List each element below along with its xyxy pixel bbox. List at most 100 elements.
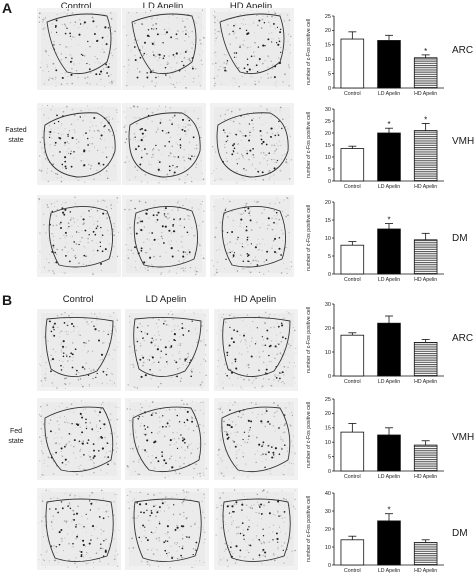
micrograph-dm-fasted-ld-apelin — [122, 195, 206, 277]
y-tick-label: 0 — [328, 179, 331, 185]
bar-hd-apelin — [413, 57, 438, 89]
micrograph-arc-fed-ld-apelin — [125, 309, 209, 391]
micrograph-dm-fed-control — [37, 488, 121, 570]
column-header-hd-apelin-a: HD Apelin — [229, 1, 273, 12]
bar-control — [340, 244, 365, 275]
significance-marker: * — [387, 216, 390, 225]
bar-hd-apelin — [413, 444, 438, 472]
bar-chart-vmh-fasted: number of c-Fos positive cell 0 5 10 15 20 25 3… — [306, 107, 444, 190]
y-tick-label: 30 — [325, 509, 331, 515]
bar-ld-apelin — [377, 40, 401, 89]
region-label-dm-b: DM — [452, 528, 468, 539]
bar-control — [340, 38, 365, 89]
y-axis-label: number of c-Fos positive cell — [306, 402, 312, 468]
column-header-control-a: Control — [60, 1, 92, 12]
bar-chart-dm-fasted: number of c-Fos positive cell 0 5 10 15 20 Con… — [306, 200, 444, 283]
y-tick-label: 15 — [325, 218, 331, 224]
category-label: LD Apelin — [378, 91, 400, 97]
category-label: LD Apelin — [378, 184, 400, 190]
category-label: LD Apelin — [378, 277, 400, 283]
bar-control — [340, 334, 365, 377]
category-label: HD Apelin — [414, 379, 437, 385]
significance-marker: * — [424, 115, 427, 124]
category-label: LD Apelin — [378, 568, 400, 574]
bar-control — [340, 148, 365, 182]
y-tick-label: 15 — [325, 426, 331, 432]
category-label: HD Apelin — [414, 568, 437, 574]
bar-ld-apelin — [377, 132, 401, 182]
state-label-fed-line2: state — [8, 438, 24, 445]
state-label-fed-line1: Fed — [9, 428, 23, 435]
y-axis-label: number of c-Fos positive cell — [306, 112, 312, 178]
bar-hd-apelin — [413, 342, 438, 377]
significance-marker: * — [387, 120, 390, 129]
y-tick-label: 25 — [325, 119, 331, 125]
micrograph-arc-fasted-ld-apelin — [122, 8, 206, 90]
y-tick-label: 10 — [325, 350, 331, 356]
y-tick-label: 10 — [325, 155, 331, 161]
micrograph-dm-fasted-hd-apelin — [210, 195, 294, 277]
bar-chart-arc-fed: number of c-Fos positive cell 0 10 20 30 Cont… — [306, 302, 444, 385]
micrograph-arc-fed-hd-apelin — [214, 309, 298, 391]
category-label: Control — [344, 379, 361, 385]
panel-letter-a: A — [2, 0, 13, 16]
micrograph-vmh-fasted-ld-apelin — [122, 103, 206, 185]
y-tick-label: 5 — [328, 254, 331, 260]
bar-control — [340, 539, 365, 566]
y-tick-label: 10 — [325, 57, 331, 63]
micrograph-arc-fasted-control — [37, 8, 121, 90]
y-tick-label: 0 — [328, 86, 331, 92]
region-label-vmh-a: VMH — [452, 136, 474, 147]
y-tick-label: 25 — [325, 397, 331, 403]
y-tick-label: 10 — [325, 545, 331, 551]
y-axis-label: number of c-Fos positive cell — [306, 19, 312, 85]
column-header-ld-apelin-b: LD Apelin — [145, 294, 187, 305]
category-label: Control — [344, 91, 361, 97]
y-tick-label: 20 — [325, 527, 331, 533]
y-tick-label: 20 — [325, 28, 331, 34]
category-label: HD Apelin — [414, 474, 437, 480]
micrograph-vmh-fasted-control — [37, 103, 121, 185]
category-label: LD Apelin — [378, 379, 400, 385]
column-header-ld-apelin-a: LD Apelin — [142, 1, 184, 12]
category-label: Control — [344, 568, 361, 574]
bar-ld-apelin — [377, 434, 401, 472]
bar-hd-apelin — [413, 542, 438, 566]
bar-control — [340, 431, 365, 472]
y-tick-label: 5 — [328, 167, 331, 173]
y-tick-label: 20 — [325, 326, 331, 332]
micrograph-vmh-fed-control — [37, 398, 121, 480]
region-label-arc-b: ARC — [452, 333, 474, 344]
micrograph-dm-fed-hd-apelin — [214, 488, 298, 570]
micrograph-arc-fasted-hd-apelin — [210, 8, 294, 90]
bar-hd-apelin — [413, 239, 438, 275]
bar-ld-apelin — [377, 228, 401, 275]
category-label: Control — [344, 277, 361, 283]
bar-ld-apelin — [377, 322, 401, 377]
y-tick-label: 5 — [328, 454, 331, 460]
y-tick-label: 30 — [325, 302, 331, 308]
y-axis-label: number of c-Fos positive cell — [306, 205, 312, 271]
bar-chart-vmh-fed: number of c-Fos positive cell 0 5 10 15 20 25 C… — [306, 397, 444, 480]
y-tick-label: 10 — [325, 236, 331, 242]
y-tick-label: 20 — [325, 411, 331, 417]
y-tick-label: 15 — [325, 43, 331, 49]
y-tick-label: 40 — [325, 491, 331, 497]
y-tick-label: 15 — [325, 143, 331, 149]
category-label: HD Apelin — [414, 277, 437, 283]
y-tick-label: 20 — [325, 131, 331, 137]
y-axis-label: number of c-Fos positive cell — [306, 307, 312, 373]
micrograph-vmh-fed-ld-apelin — [125, 398, 209, 480]
y-tick-label: 0 — [328, 374, 331, 380]
state-label-fasted: Fasted state — [0, 126, 32, 146]
bar-hd-apelin — [413, 130, 438, 182]
region-label-dm-a: DM — [452, 233, 468, 244]
region-label-vmh-b: VMH — [452, 432, 474, 443]
significance-marker: * — [387, 506, 390, 515]
y-tick-label: 10 — [325, 440, 331, 446]
y-tick-label: 25 — [325, 14, 331, 20]
micrograph-arc-fed-control — [37, 309, 121, 391]
category-label: HD Apelin — [414, 184, 437, 190]
state-label-fed: Fed state — [0, 427, 32, 447]
bar-chart-arc-fasted: number of c-Fos positive cell 0 5 10 15 20 25 C… — [306, 14, 444, 97]
